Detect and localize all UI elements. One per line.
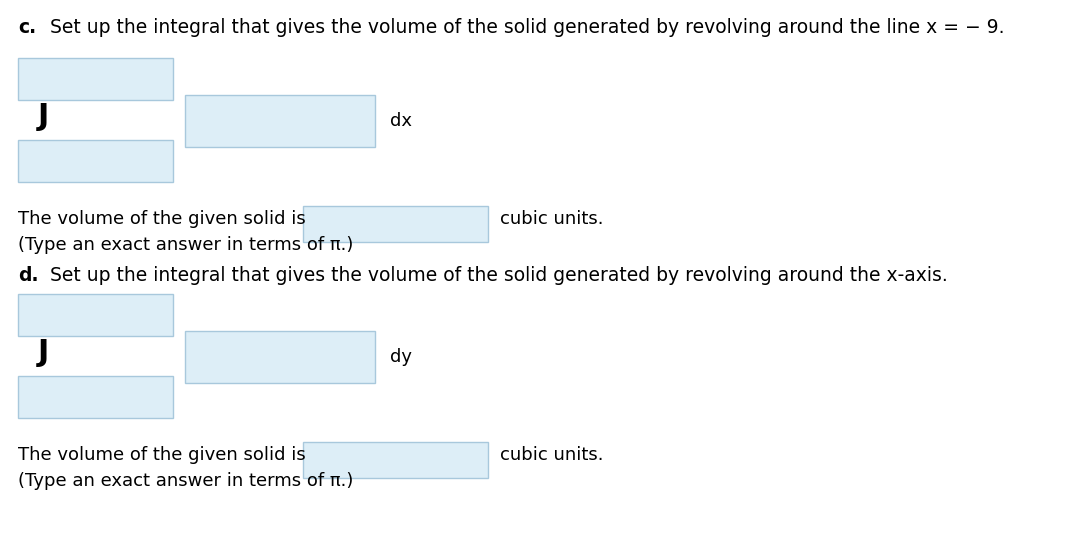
Bar (18, 376, 173, 418)
Bar (18, 140, 173, 182)
Text: (Type an exact answer in terms of π.): (Type an exact answer in terms of π.) (18, 472, 354, 490)
Text: J: J (38, 102, 49, 131)
Text: (Type an exact answer in terms of π.): (Type an exact answer in terms of π.) (18, 236, 354, 254)
Bar (18, 294, 173, 336)
Text: The volume of the given solid is: The volume of the given solid is (18, 446, 306, 464)
Bar (185, 331, 375, 383)
Text: dy: dy (390, 348, 412, 366)
Text: Set up the integral that gives the volume of the solid generated by revolving ar: Set up the integral that gives the volum… (50, 18, 1004, 37)
Text: cubic units.: cubic units. (499, 446, 604, 464)
Text: cubic units.: cubic units. (499, 210, 604, 228)
Text: dx: dx (390, 112, 412, 130)
Text: The volume of the given solid is: The volume of the given solid is (18, 210, 306, 228)
Text: Set up the integral that gives the volume of the solid generated by revolving ar: Set up the integral that gives the volum… (50, 266, 948, 285)
Text: J: J (38, 338, 49, 367)
Bar (304, 206, 488, 242)
Bar (185, 95, 375, 147)
Bar (18, 58, 173, 100)
Text: d.: d. (18, 266, 38, 285)
Text: c.: c. (18, 18, 36, 37)
Bar (304, 442, 488, 478)
